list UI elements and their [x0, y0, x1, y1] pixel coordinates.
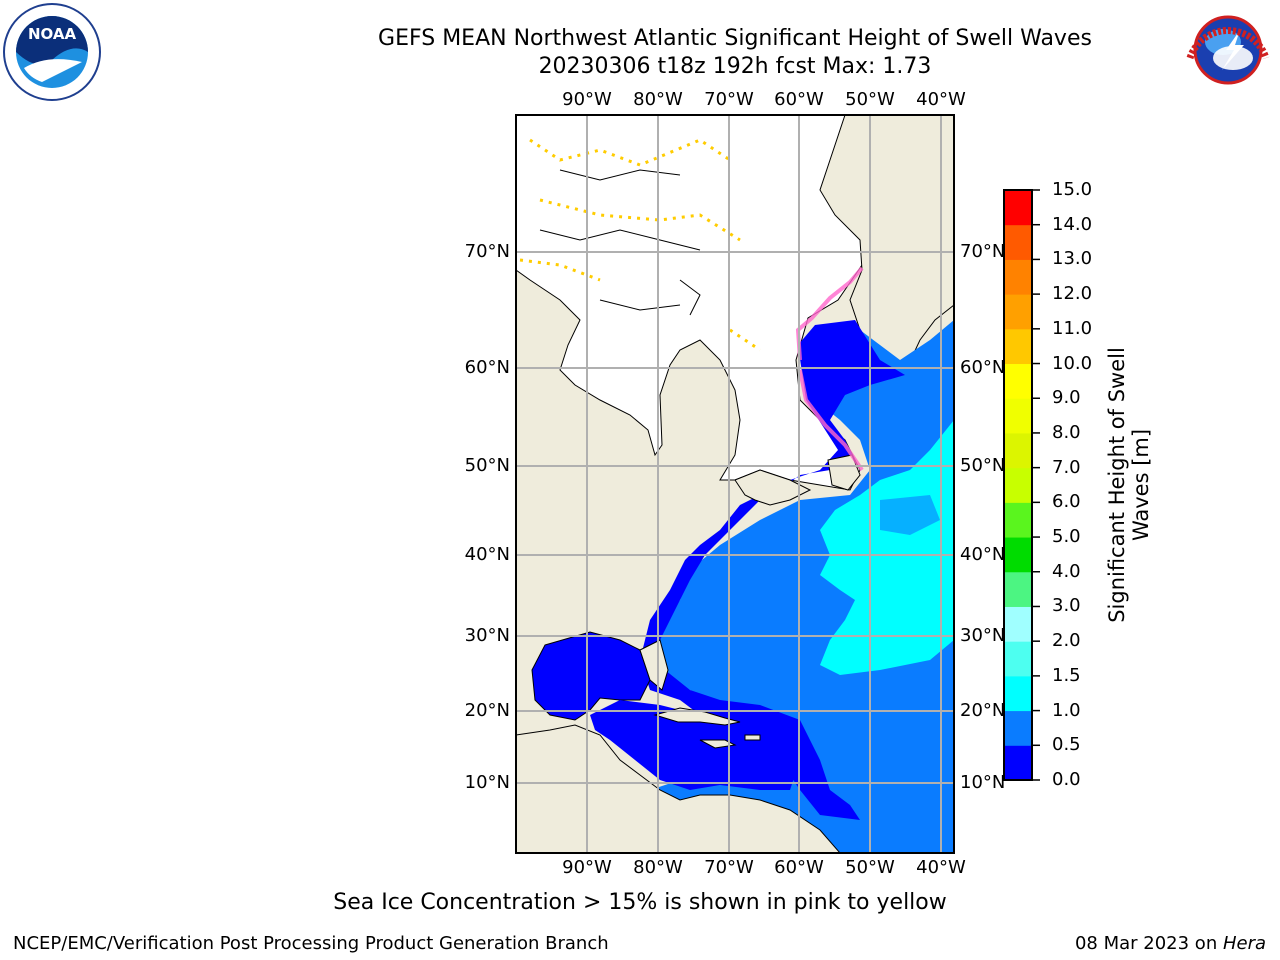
colorbar-bin: [1004, 467, 1032, 503]
lon-label-top: 50°W: [845, 89, 895, 110]
colorbar-tick-label: 4.0: [1052, 560, 1081, 582]
colorbar-bin: [1004, 259, 1032, 295]
sea-ice-caption: Sea Ice Concentration > 15% is shown in …: [333, 890, 947, 915]
colorbar-title: Significant Height of Swell Waves [m]: [1105, 347, 1153, 623]
colorbar-tick-label: 1.0: [1052, 699, 1081, 721]
lon-label-bottom: 80°W: [633, 857, 683, 878]
lat-label-right: 40°N: [960, 544, 1006, 565]
lon-label-top: 60°W: [774, 89, 824, 110]
colorbar-bin: [1004, 641, 1032, 677]
lon-label-bottom: 50°W: [845, 857, 895, 878]
footer-date-text: 08 Mar 2023 on: [1074, 933, 1223, 954]
map-frame: [515, 114, 955, 854]
lon-label-top: 70°W: [704, 89, 754, 110]
lat-label-left: 10°N: [464, 772, 510, 793]
footer-host: Hera: [1222, 933, 1266, 954]
colorbar-tick-label: 0.0: [1052, 769, 1081, 790]
lat-label-right: 30°N: [960, 625, 1006, 646]
colorbar-tick-label: 14.0: [1052, 213, 1093, 235]
lat-label-right: 50°N: [960, 455, 1006, 476]
footer-branch: NCEP/EMC/Verification Post Processing Pr…: [13, 933, 609, 954]
lon-label-bottom: 90°W: [562, 857, 612, 878]
ocean-swell-1.0-1.5: [820, 420, 954, 675]
lat-label-left: 30°N: [464, 625, 510, 646]
colorbar-tick-label: 13.0: [1052, 248, 1093, 270]
lon-label-bottom: 40°W: [916, 857, 966, 878]
lat-label-right: 10°N: [960, 772, 1006, 793]
colorbar-tick-label: 10.0: [1052, 352, 1093, 374]
lat-label-right: 20°N: [960, 700, 1006, 721]
colorbar-tick-label: 0.5: [1052, 734, 1081, 756]
lon-label-bottom: 70°W: [704, 857, 754, 878]
colorbar-tick-label: 1.5: [1052, 664, 1081, 686]
colorbar-bin: [1004, 745, 1032, 781]
caribbean-sea: [590, 700, 800, 790]
colorbar-tick-label: 6.0: [1052, 491, 1081, 513]
colorbar-tick-label: 8.0: [1052, 421, 1081, 443]
colorbar-tick-label: 3.0: [1052, 595, 1081, 617]
colorbar-bin: [1004, 571, 1032, 607]
colorbar-tick-label: 9.0: [1052, 387, 1081, 409]
colorbar-tick-label: 5.0: [1052, 526, 1081, 548]
colorbar-bin: [1004, 537, 1032, 573]
colorbar-bin: [1004, 363, 1032, 399]
colorbar-bin: [1004, 190, 1032, 226]
lat-label-right: 60°N: [960, 357, 1006, 378]
colorbar-bin: [1004, 502, 1032, 538]
lon-label-top: 40°W: [916, 89, 966, 110]
lat-label-left: 70°N: [464, 241, 510, 262]
gulf-of-mexico: [531, 631, 651, 721]
cuba: [653, 707, 741, 726]
ocean-swell-0.5-1.0: [580, 320, 954, 853]
footer-date: 08 Mar 2023 on Hera: [1075, 933, 1266, 954]
colorbar-tick-label: 2.0: [1052, 630, 1081, 652]
colorbar-title-line1: Significant Height of Swell: [1105, 347, 1129, 623]
noaa-logo-text: NOAA: [28, 25, 77, 43]
nws-logo: [1182, 4, 1274, 96]
graticule: [516, 115, 954, 853]
lat-label-left: 20°N: [464, 700, 510, 721]
lat-label-left: 50°N: [464, 455, 510, 476]
colorbar-bin: [1004, 328, 1032, 365]
lat-label-left: 60°N: [464, 357, 510, 378]
colorbar-bin: [1004, 675, 1032, 712]
map-panel: [515, 114, 955, 854]
lon-label-top: 80°W: [633, 89, 683, 110]
lat-label-right: 70°N: [960, 241, 1006, 262]
colorbar-bin: [1004, 710, 1032, 746]
lon-label-bottom: 60°W: [774, 857, 824, 878]
colorbar-bin: [1004, 294, 1032, 330]
colorbar-tick-label: 11.0: [1052, 317, 1093, 339]
colorbar-title-line2: Waves [m]: [1129, 428, 1153, 542]
colorbar-frame: [1003, 189, 1033, 781]
map-subtitle: 20230306 t18z 192h fcst Max: 1.73: [538, 54, 932, 79]
colorbar-tick-label: 7.0: [1052, 456, 1081, 478]
colorbar-bin: [1004, 398, 1032, 434]
lon-label-top: 90°W: [562, 89, 612, 110]
colorbar-tick-label: 12.0: [1052, 283, 1093, 305]
ocean-swell-0-0.5: [640, 320, 905, 820]
colorbar-bin: [1004, 432, 1032, 469]
map-title: GEFS MEAN Northwest Atlantic Significant…: [378, 26, 1092, 51]
colorbar-bin: [1004, 606, 1032, 642]
lat-label-left: 40°N: [464, 544, 510, 565]
colorbar-tick-label: 15.0: [1052, 179, 1093, 200]
colorbar: [1003, 189, 1040, 781]
colorbar-bin: [1004, 224, 1032, 260]
noaa-logo: NOAA: [3, 3, 101, 101]
